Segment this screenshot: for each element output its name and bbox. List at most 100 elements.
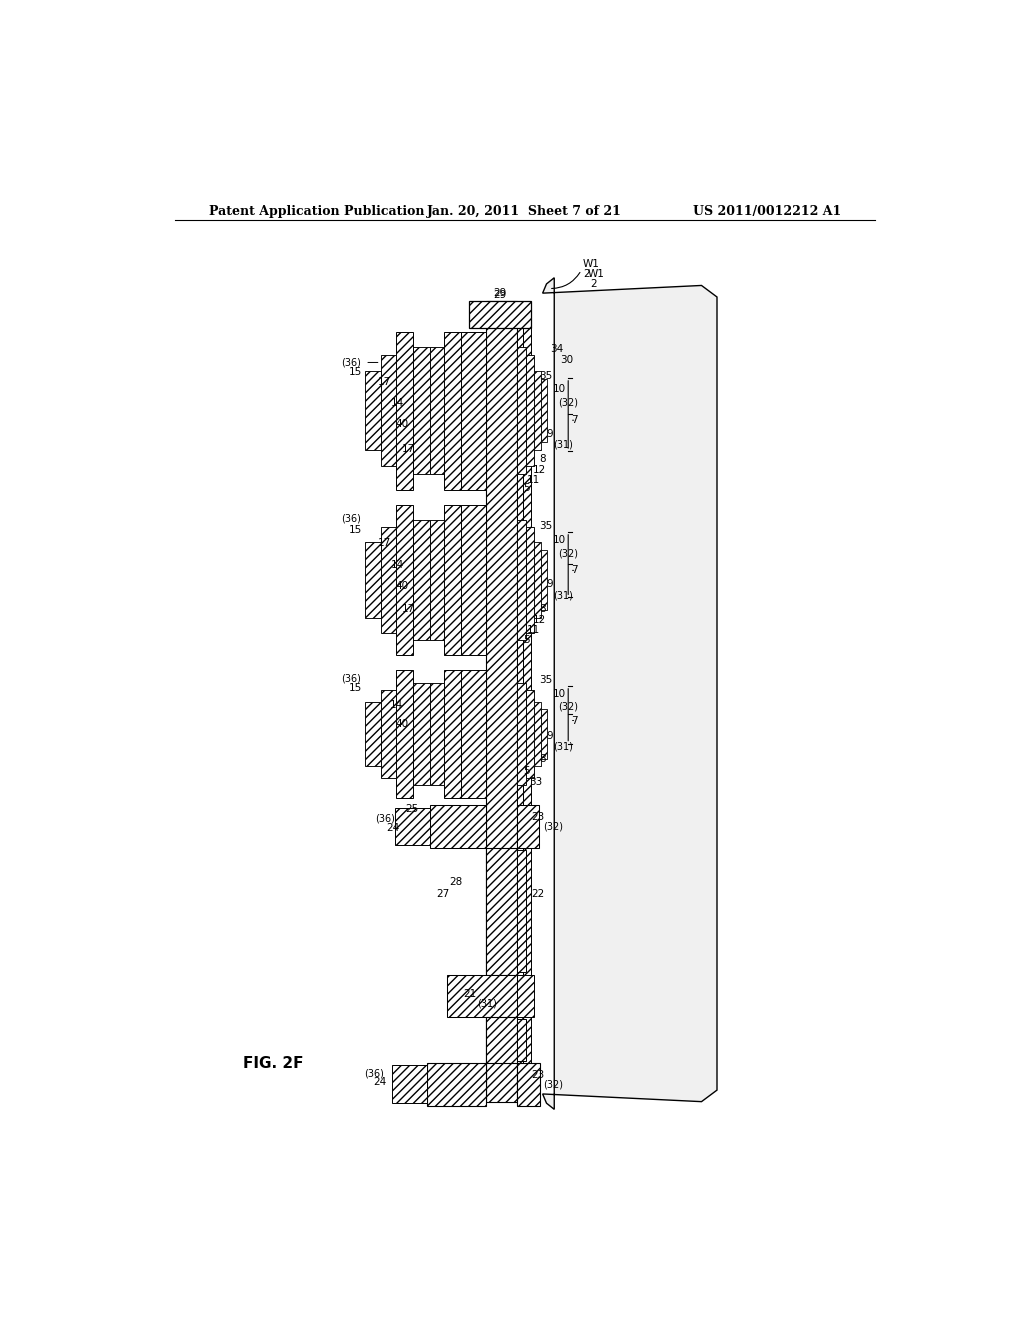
Bar	[444, 506, 461, 655]
Bar	[535, 543, 541, 618]
Text: 27: 27	[436, 888, 450, 899]
Bar	[366, 543, 381, 618]
Text: (36): (36)	[341, 513, 360, 524]
Text: 10: 10	[553, 535, 566, 545]
Text: 17: 17	[378, 539, 391, 548]
Bar	[447, 974, 517, 1016]
Bar	[414, 684, 430, 785]
Text: 10: 10	[553, 384, 566, 395]
Text: 24: 24	[373, 1077, 386, 1088]
Bar	[381, 689, 396, 779]
Text: 23: 23	[531, 812, 544, 822]
Text: 22: 22	[531, 888, 544, 899]
Bar	[526, 528, 535, 632]
Bar	[381, 355, 396, 466]
Bar	[461, 671, 486, 797]
Bar	[469, 301, 531, 327]
Bar	[396, 331, 414, 490]
Text: 25: 25	[406, 804, 419, 814]
Bar	[461, 506, 486, 655]
Bar	[526, 689, 535, 779]
Bar	[444, 331, 461, 490]
Bar	[395, 808, 430, 845]
Text: (31): (31)	[553, 742, 572, 751]
Bar	[535, 702, 541, 766]
Text: 9: 9	[547, 579, 553, 589]
Bar	[461, 331, 486, 490]
Text: 8: 8	[539, 454, 546, 463]
Bar	[523, 309, 531, 1094]
Text: 40: 40	[395, 719, 409, 730]
Text: (32): (32)	[543, 822, 562, 832]
Text: (36): (36)	[341, 673, 360, 684]
Bar	[517, 974, 535, 1016]
Bar	[517, 850, 526, 973]
Text: 15: 15	[349, 684, 362, 693]
Text: (36): (36)	[341, 358, 360, 367]
Text: 40: 40	[395, 581, 409, 591]
Bar	[366, 371, 381, 450]
Text: 35: 35	[539, 521, 552, 532]
Bar	[541, 709, 547, 759]
Text: 17: 17	[401, 603, 415, 614]
Text: 14: 14	[390, 700, 403, 710]
Text: (31): (31)	[553, 440, 572, 450]
Text: 7: 7	[571, 715, 578, 726]
Text: 14: 14	[390, 399, 403, 408]
Bar	[486, 1016, 517, 1063]
Text: (36): (36)	[376, 813, 395, 824]
Bar	[541, 379, 547, 442]
Text: 30: 30	[560, 355, 573, 366]
Text: 34: 34	[550, 345, 563, 354]
Text: 29: 29	[494, 290, 507, 301]
Text: 7: 7	[571, 565, 578, 576]
Text: (36): (36)	[364, 1068, 384, 1078]
Text: 24: 24	[386, 824, 399, 833]
Bar	[517, 684, 526, 785]
Bar	[430, 805, 486, 847]
Bar	[427, 1063, 486, 1106]
Bar	[486, 301, 517, 1102]
Bar	[444, 671, 461, 797]
Text: W1: W1	[588, 269, 604, 279]
Bar	[486, 847, 517, 974]
Bar	[430, 347, 444, 474]
Text: 28: 28	[450, 878, 463, 887]
Bar	[396, 506, 414, 655]
Bar	[414, 347, 430, 474]
Text: 23: 23	[531, 1069, 544, 1080]
Text: 12: 12	[532, 465, 546, 475]
Bar	[517, 1063, 541, 1106]
Text: 11: 11	[527, 626, 541, 635]
Text: US 2011/0012212 A1: US 2011/0012212 A1	[693, 205, 841, 218]
Bar	[414, 520, 430, 640]
Text: 21: 21	[463, 989, 476, 999]
Text: 40: 40	[395, 418, 409, 429]
Text: 35: 35	[539, 676, 552, 685]
Text: (32): (32)	[558, 702, 579, 711]
Text: (31): (31)	[477, 999, 497, 1008]
Bar	[526, 355, 535, 466]
Text: 5: 5	[523, 483, 529, 492]
Text: Jan. 20, 2011  Sheet 7 of 21: Jan. 20, 2011 Sheet 7 of 21	[427, 205, 623, 218]
Text: 11: 11	[527, 475, 541, 486]
Text: (31): (31)	[553, 591, 572, 601]
Text: FIG. 2F: FIG. 2F	[243, 1056, 303, 1071]
Bar	[391, 1065, 427, 1104]
Text: 14: 14	[390, 560, 403, 570]
Text: Patent Application Publication: Patent Application Publication	[209, 205, 425, 218]
Bar	[430, 684, 444, 785]
Text: 17: 17	[378, 376, 391, 387]
Bar	[541, 550, 547, 610]
Text: 9: 9	[547, 429, 553, 440]
Bar	[430, 520, 444, 640]
Text: 35: 35	[539, 371, 552, 381]
Text: (32): (32)	[558, 397, 579, 408]
Text: 10: 10	[553, 689, 566, 698]
Bar	[517, 305, 523, 1098]
Text: 2: 2	[591, 279, 597, 289]
Text: (32): (32)	[558, 548, 579, 558]
Text: 2: 2	[583, 269, 590, 279]
Bar	[517, 520, 526, 640]
Text: 8: 8	[539, 603, 546, 614]
